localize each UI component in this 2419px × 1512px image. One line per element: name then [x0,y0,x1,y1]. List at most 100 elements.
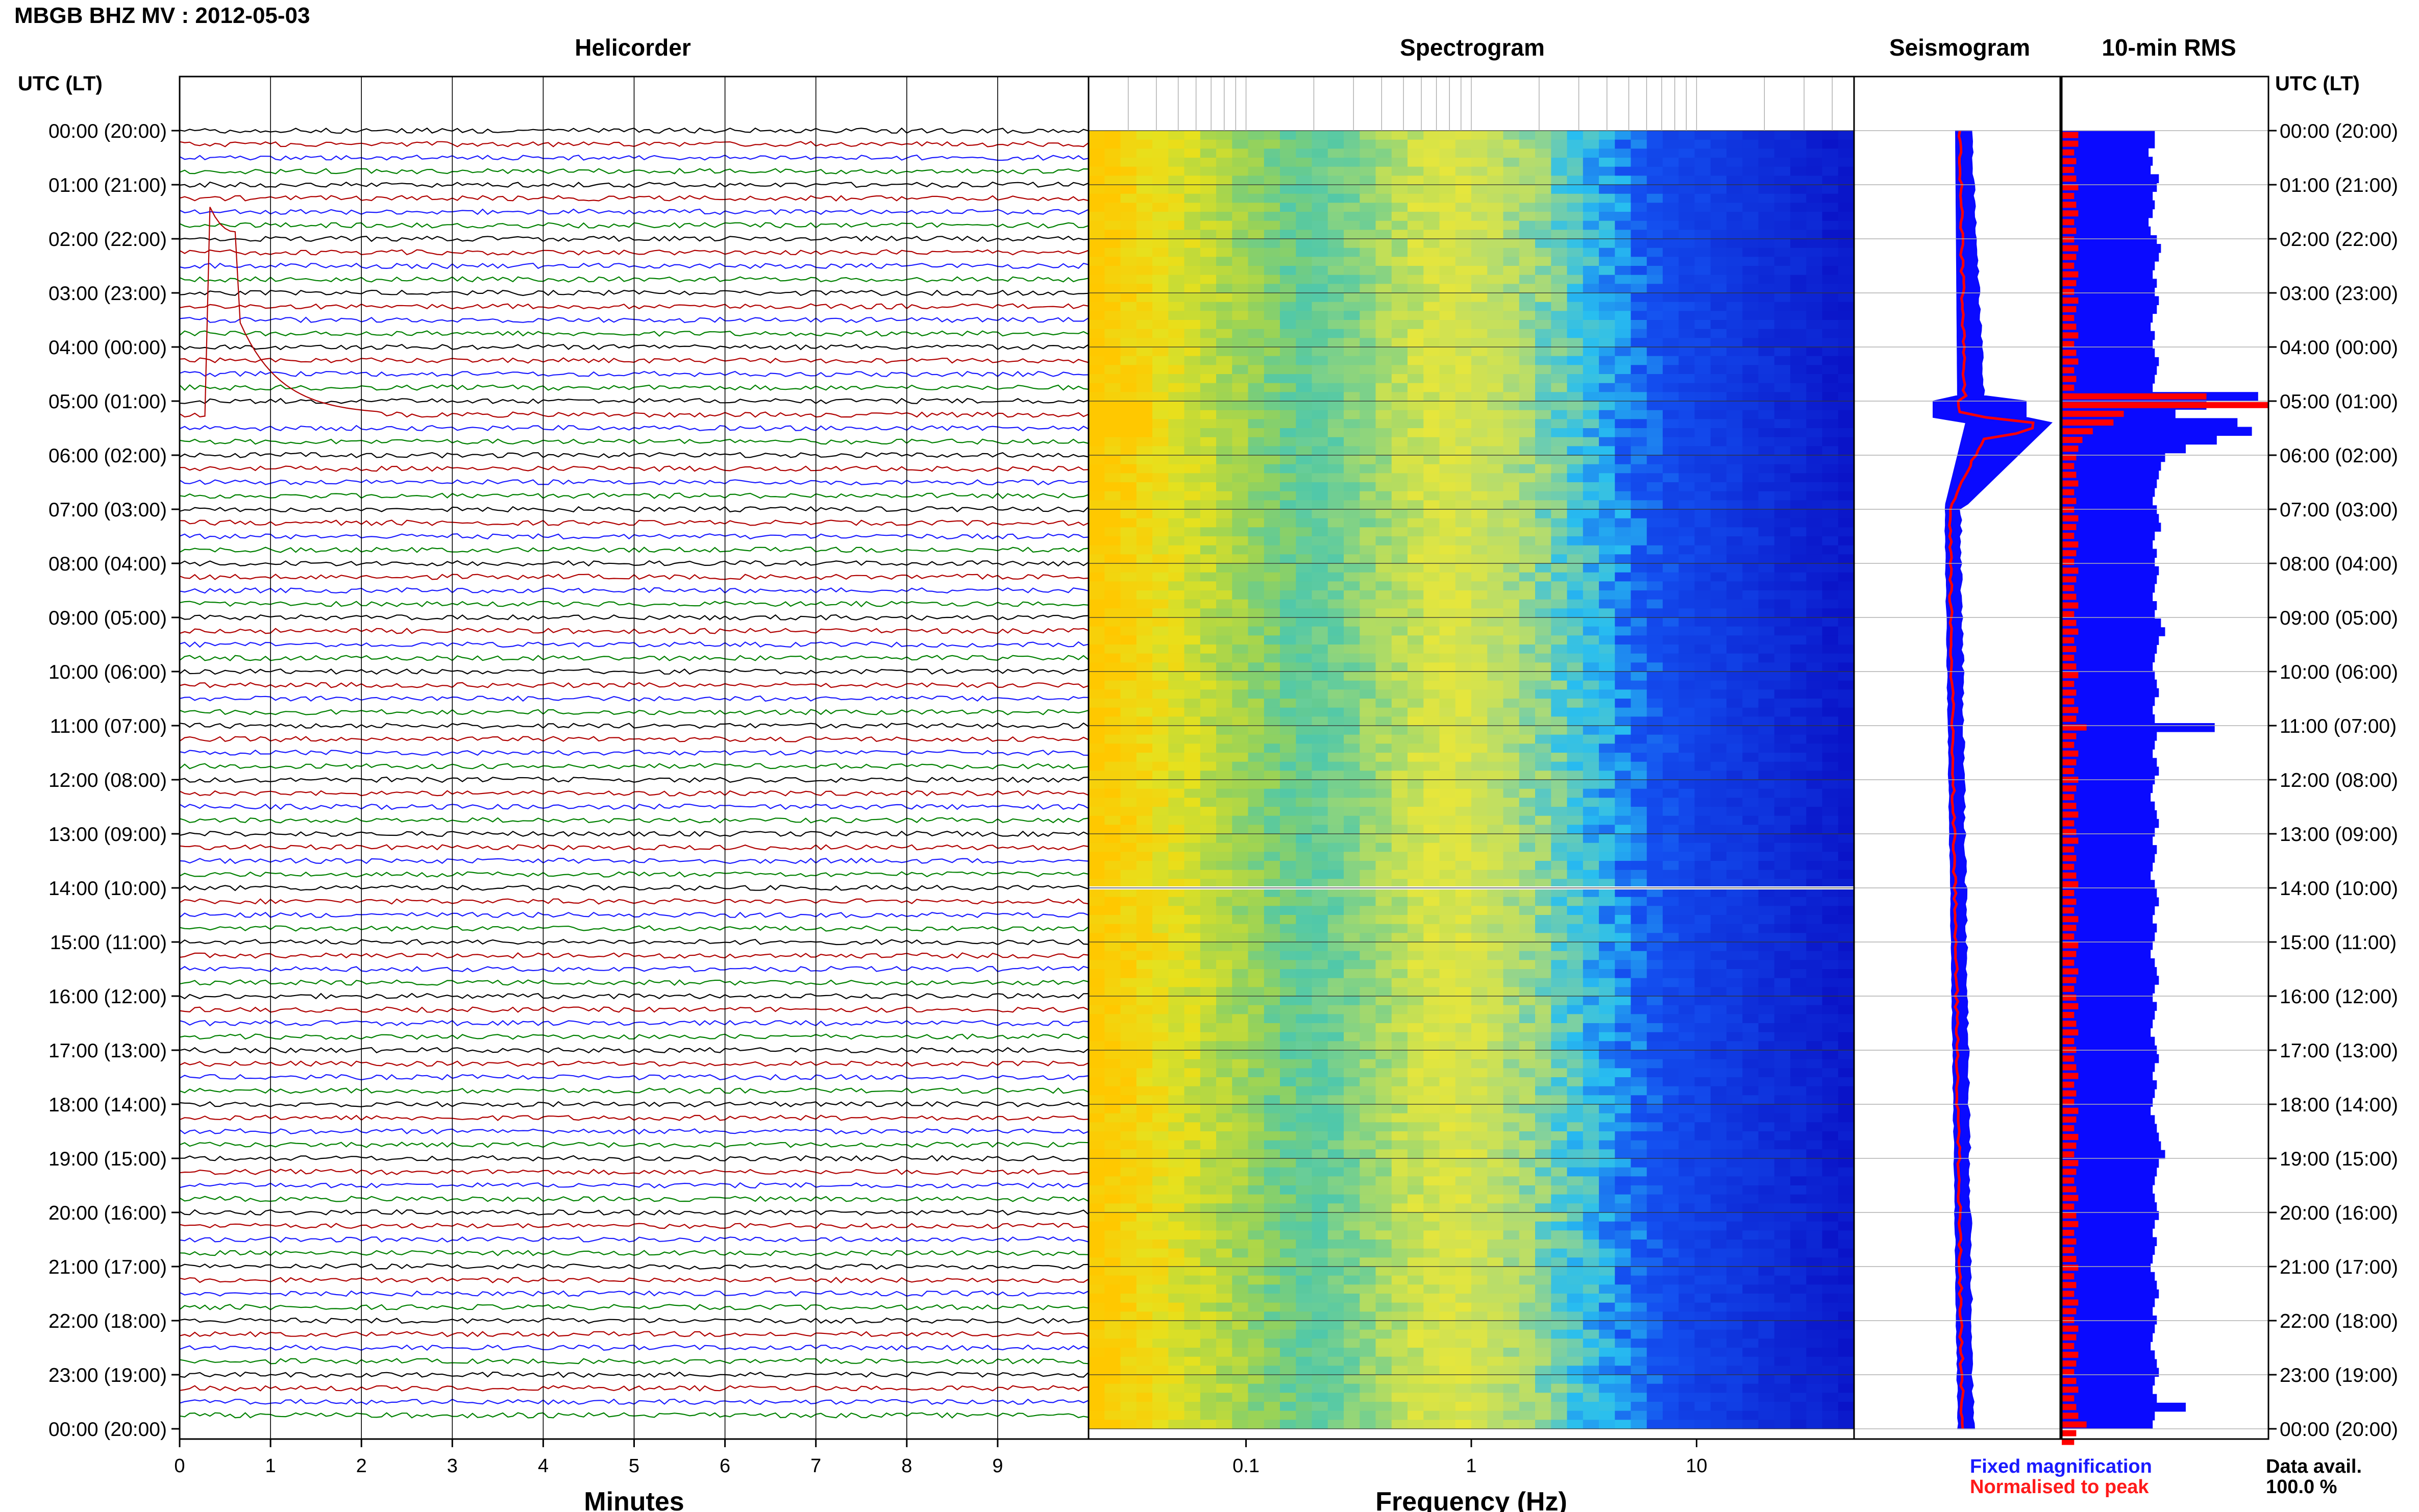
spectrogram-cell [1391,185,1408,194]
spectrogram-cell [1646,275,1663,284]
spectrogram-cell [1567,257,1584,266]
spectrogram-cell [1822,726,1839,735]
spectrogram-cell [1152,311,1169,320]
spectrogram-cell [1535,545,1551,555]
spectrogram-cell [1631,392,1647,402]
spectrogram-cell [1615,680,1632,690]
spectrogram-cell [1264,653,1280,663]
spectrogram-cell [1503,978,1520,987]
spectrogram-cell [1726,645,1743,654]
spectrogram-cell [1519,1014,1536,1024]
spectrogram-cell [1471,807,1488,816]
spectrogram-cell [1567,185,1584,194]
spectrogram-cell [1503,726,1520,735]
spectrogram-cell [1822,780,1839,789]
spectrogram-cell [1216,148,1232,158]
spectrogram-cell [1152,401,1169,411]
spectrogram-cell [1471,771,1488,780]
spectrogram-cell [1152,509,1169,519]
spectrogram-cell [1423,807,1440,816]
spectrogram-cell [1089,193,1105,203]
spectrogram-cell [1439,284,1456,293]
spectrogram-cell [1535,131,1551,140]
spectrogram-cell [1615,158,1632,167]
spectrogram-cell [1423,608,1440,618]
spectrogram-cell [1344,374,1360,384]
spectrogram-cell [1089,275,1105,284]
spectrogram-cell [1646,464,1663,474]
spectrogram-cell [1344,834,1360,844]
spectrogram-cell [1710,771,1727,780]
spectrogram-cell [1710,392,1727,402]
spectrogram-cell [1742,491,1759,501]
spectrogram-cell [1583,743,1599,753]
spectrogram-cell [1264,780,1280,789]
spectrogram-cell [1790,897,1807,906]
spectrogram-cell [1120,275,1137,284]
spectrogram-cell [1599,131,1615,140]
spectrogram-cell [1312,374,1328,384]
spectrogram-cell [1471,518,1488,528]
spectrogram-cell [1471,302,1488,311]
spectrogram-cell [1838,166,1855,176]
spectrogram-cell [1599,798,1615,807]
spectrogram-cell [1200,446,1217,456]
spectrogram-cell [1551,689,1568,699]
spectrogram-cell [1264,383,1280,392]
spectrogram-cell [1679,527,1695,537]
spectrogram-cell [1089,455,1105,465]
spectrogram-cell [1344,193,1360,203]
spectrogram-cell [1216,527,1232,537]
spectrogram-cell [1120,455,1137,465]
spectrogram-cell [1806,815,1823,825]
spectrogram-cell [1646,834,1663,844]
spectrogram-cell [1726,338,1743,348]
spectrogram-cell [1104,329,1121,338]
spectrogram-cell [1503,1014,1520,1024]
spectrogram-cell [1726,464,1743,474]
spectrogram-cell [1248,924,1265,933]
spectrogram-cell [1487,365,1504,375]
spectrogram-cell [1280,798,1296,807]
page-title: MBGB BHZ MV : 2012-05-03 [14,3,310,28]
spectrogram-cell [1503,842,1520,852]
spectrogram-cell [1503,915,1520,925]
spectrogram-cell [1168,293,1185,303]
spectrogram-cell [1806,1050,1823,1060]
spectrogram-cell [1790,951,1807,960]
spectrogram-cell [1120,915,1137,925]
spectrogram-cell [1535,680,1551,690]
spectrogram-cell [1503,536,1520,546]
spectrogram-cell [1200,743,1217,753]
spectrogram-cell [1535,608,1551,618]
spectrogram-cell [1679,419,1695,429]
spectrogram-cell [1248,446,1265,456]
spectrogram-cell [1503,365,1520,375]
spectrogram-cell [1184,861,1201,871]
spectrogram-cell [1089,230,1105,239]
spectrogram-cell [1280,383,1296,392]
spectrogram-cell [1758,1041,1775,1051]
spectrogram-cell [1599,284,1615,293]
spectrogram-cell [1375,608,1392,618]
spectrogram-cell [1758,428,1775,438]
spectrogram-cell [1583,338,1599,348]
spectrogram-cell [1758,563,1775,573]
spectrogram-cell [1168,906,1185,915]
spectrogram-cell [1583,788,1599,798]
spectrogram-cell [1567,897,1584,906]
spectrogram-cell [1184,771,1201,780]
spectrogram-cell [1104,572,1121,582]
spectrogram-cell [1567,879,1584,888]
spectrogram-cell [1726,1023,1743,1033]
spectrogram-cell [1168,338,1185,348]
spectrogram-cell [1679,942,1695,952]
spectrogram-cell [1726,518,1743,528]
spectrogram-cell [1567,139,1584,149]
spectrogram-cell [1232,599,1249,609]
spectrogram-cell [1838,834,1855,844]
spectrogram-cell [1312,257,1328,266]
spectrogram-cell [1152,951,1169,960]
spectrogram-cell [1120,834,1137,844]
spectrogram-cell [1296,527,1313,537]
